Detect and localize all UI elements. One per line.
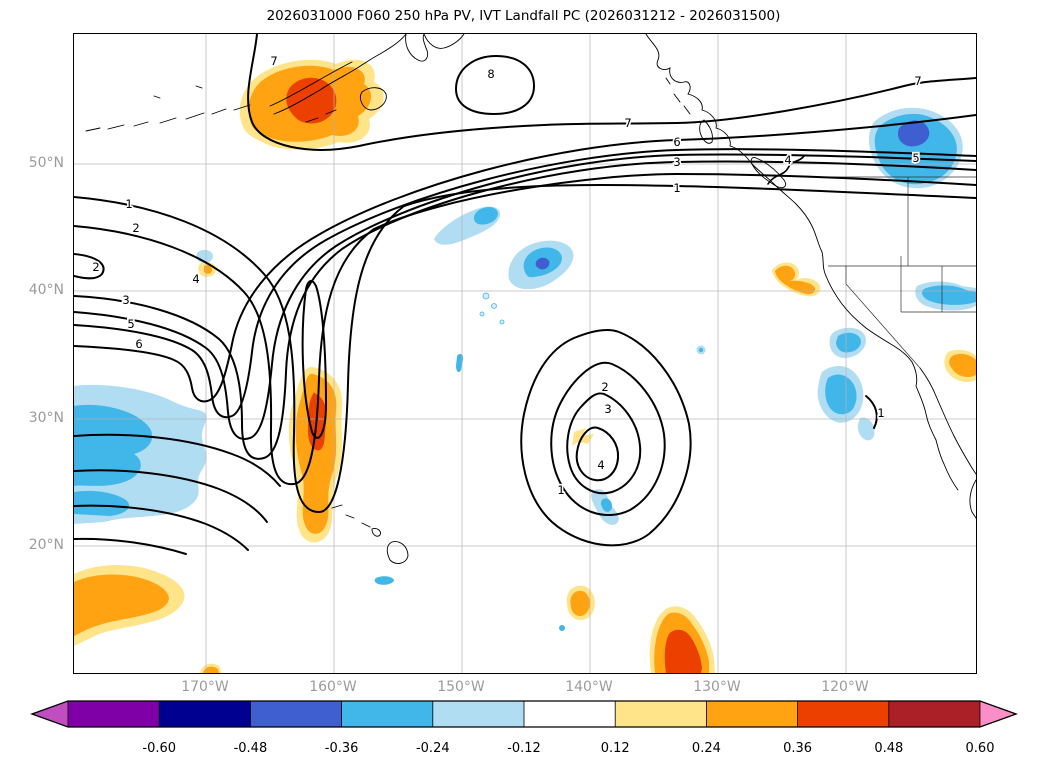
y-tick-label: 20°N bbox=[28, 537, 64, 553]
contour-lines bbox=[74, 34, 976, 555]
contour-label: 3 bbox=[122, 293, 129, 307]
contour-label: 3 bbox=[604, 402, 611, 416]
contour-label: 5 bbox=[127, 317, 134, 331]
contour-label: 8 bbox=[487, 67, 494, 81]
colorbar-segment bbox=[615, 701, 707, 727]
y-tick-label: 40°N bbox=[28, 282, 64, 298]
x-tick-label: 170°W bbox=[181, 679, 229, 695]
contour-2-bump bbox=[74, 253, 105, 280]
colorbar-tick-label: -0.12 bbox=[507, 741, 541, 756]
colorbar-segment bbox=[159, 701, 251, 727]
colorbar-tick-label: -0.48 bbox=[234, 741, 268, 756]
gridlines bbox=[74, 34, 976, 673]
colorbar-tick-label: 0.60 bbox=[966, 741, 995, 756]
contour-5 bbox=[74, 148, 976, 419]
y-tick-label: 30°N bbox=[28, 410, 64, 426]
contour-coast-kink bbox=[767, 155, 805, 185]
colorbar-segment bbox=[432, 701, 524, 727]
contour-1 bbox=[74, 183, 976, 513]
contour-label: 4 bbox=[597, 458, 604, 472]
colorbar-segment bbox=[524, 701, 616, 727]
contour-baja-1 bbox=[865, 395, 878, 429]
contour-label: 6 bbox=[135, 337, 142, 351]
contour-sw-2 bbox=[74, 469, 268, 523]
colorbar: -0.60 -0.48 -0.36 -0.24 -0.12 0.12 0.24 0.36 0.4… bbox=[30, 700, 1018, 756]
contour-label: 3 bbox=[673, 155, 680, 169]
contour-7 bbox=[247, 34, 976, 151]
colorbar-tick-label: 0.48 bbox=[874, 741, 903, 756]
contour-3 bbox=[74, 160, 976, 460]
colorbar-segment bbox=[797, 701, 889, 727]
contour-label: 1 bbox=[673, 181, 680, 195]
colorbar-tick-label: 0.36 bbox=[783, 741, 812, 756]
contour-low-ring-4 bbox=[575, 426, 620, 482]
contour-2 bbox=[74, 173, 976, 486]
colorbar-segment bbox=[341, 701, 433, 727]
colorbar-tick-label: -0.60 bbox=[142, 741, 176, 756]
colorbar-segment bbox=[706, 701, 798, 727]
contour-8-closed bbox=[455, 55, 535, 115]
contour-label: 7 bbox=[914, 74, 921, 88]
shading-negative-strong bbox=[535, 120, 930, 270]
contour-sw-4 bbox=[74, 537, 187, 555]
contour-4 bbox=[74, 153, 976, 440]
contour-low-ring-2 bbox=[550, 361, 666, 517]
contour-label: 5 bbox=[912, 151, 919, 165]
colorbar-tick-label: 0.12 bbox=[601, 741, 630, 756]
contour-low-ring-3 bbox=[566, 392, 642, 495]
contour-label: 2 bbox=[601, 380, 608, 394]
colorbar-segment bbox=[68, 701, 160, 727]
state-borders bbox=[818, 176, 976, 369]
x-tick-label: 130°W bbox=[693, 679, 741, 695]
contour-6 bbox=[74, 114, 976, 403]
colorbar-segment bbox=[888, 701, 980, 727]
contour-label: 4 bbox=[192, 272, 199, 286]
x-tick-label: 150°W bbox=[437, 679, 485, 695]
contour-label: 2 bbox=[132, 221, 139, 235]
colorbar-right-arrow bbox=[980, 701, 1016, 727]
chart-title: 2026031000 F060 250 hPa PV, IVT Landfall… bbox=[266, 8, 781, 24]
colorbar-tick-label: -0.36 bbox=[325, 741, 359, 756]
y-tick-label: 50°N bbox=[28, 155, 64, 171]
colorbar-segment bbox=[250, 701, 342, 727]
contour-label: 1 bbox=[557, 483, 564, 497]
contour-label: 1 bbox=[125, 197, 132, 211]
contour-label: 7 bbox=[270, 54, 277, 68]
colorbar-tick-label: -0.24 bbox=[416, 741, 450, 756]
x-tick-label: 140°W bbox=[565, 679, 613, 695]
contour-label: 2 bbox=[92, 260, 99, 274]
contour-low-ring-1 bbox=[520, 328, 692, 547]
x-tick-label: 160°W bbox=[309, 679, 357, 695]
colorbar-tick-label: 0.24 bbox=[692, 741, 721, 756]
contour-label: 1 bbox=[877, 406, 884, 420]
contour-sw-1 bbox=[74, 433, 281, 487]
contour-label: 4 bbox=[784, 153, 791, 167]
contour-label: 6 bbox=[673, 135, 680, 149]
x-tick-label: 120°W bbox=[821, 679, 869, 695]
contour-label: 7 bbox=[624, 116, 631, 130]
contour-sw-3 bbox=[74, 504, 249, 551]
colorbar-outline bbox=[30, 700, 1018, 728]
colorbar-left-arrow bbox=[32, 701, 68, 727]
contour-trough-sliver bbox=[301, 280, 327, 439]
shading-negative-specks bbox=[479, 292, 505, 325]
coastlines bbox=[85, 34, 976, 564]
